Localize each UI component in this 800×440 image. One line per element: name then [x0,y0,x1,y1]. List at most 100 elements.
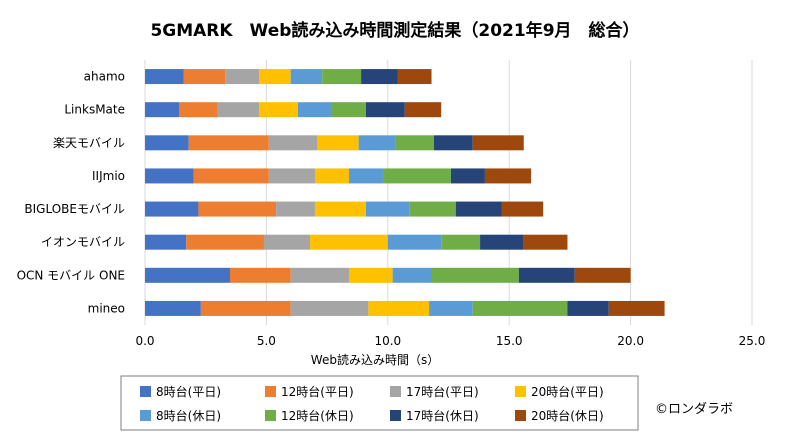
bar-segment [259,69,291,85]
legend-label: 8時台(休日) [156,408,221,423]
bar-segment [441,234,481,250]
bar-segment [145,102,179,118]
legend-swatch [140,410,151,421]
bar-segment [263,234,311,250]
gridlines [144,60,753,325]
bar-segment [395,135,434,151]
x-tick-label: 5.0 [257,334,276,348]
bar-segment [178,102,218,118]
x-tick-label: 25.0 [739,334,766,348]
x-tick-label: 10.0 [374,334,401,348]
bar-segment [268,168,315,184]
credit-text: ©ロンダラボ [655,402,733,417]
bar-segment [348,168,383,184]
bar-segment [145,168,194,184]
bar-segment [382,168,451,184]
bar-segment [297,102,332,118]
bar-segment [472,300,568,316]
bar-segment [322,69,362,85]
bar-segment [188,135,269,151]
category-label: イオンモバイル [41,235,125,249]
x-tick-label: 15.0 [496,334,523,348]
category-label: IIJmio [92,169,125,183]
bar-segment [198,201,277,217]
bar-segment [501,201,544,217]
bar-segment [200,300,291,316]
bar-segment [145,300,201,316]
category-label: 楽天モバイル [53,136,125,150]
x-axis-title: Web読み込み時間（s） [311,352,439,367]
legend-label: 8時台(平日) [156,384,221,399]
bar-segment [229,267,291,283]
bar-segment [183,69,226,85]
bars [145,69,665,316]
x-tick-labels: 0.0 5.0 10.0 15.0 20.0 25.0 [135,334,765,348]
bar-segment [290,69,323,85]
bar-segment [276,201,315,217]
bar-segment [268,135,318,151]
bar-segment [310,234,388,250]
bar-segment [365,201,410,217]
bar-segment [145,201,199,217]
legend-label: 17時台(平日) [406,384,479,399]
category-label: OCN モバイル ONE [17,268,125,282]
bar-segment [404,102,442,118]
bar-segment [290,267,349,283]
bar-segment [567,300,609,316]
bar-segment [429,300,473,316]
legend-label: 12時台(休日) [281,408,354,423]
bar-segment [409,201,456,217]
bar-segment [480,234,524,250]
legend-swatch [515,410,526,421]
bar-segment [450,168,485,184]
legend-label: 20時台(平日) [531,384,604,399]
bar-segment [365,102,405,118]
bar-segment [397,69,432,85]
chart-title: 5GMARK Web読み込み時間測定結果（2021年9月 総合） [150,20,639,41]
legend-box [120,375,639,431]
bar-segment [317,135,359,151]
category-label: LinksMate [64,103,125,117]
bar-segment [387,234,442,250]
bar-segment [523,234,568,250]
bar-segment [361,69,398,85]
bar-segment [290,300,369,316]
category-label: ahamo [84,70,125,84]
bar-segment [368,300,430,316]
bar-segment [433,135,473,151]
legend: 8時台(平日) 12時台(平日) 17時台(平日) 20時台(平日) 8時台(休日) 12… [140,384,604,423]
bar-segment [225,69,260,85]
legend-swatch [140,386,151,397]
x-tick-label: 0.0 [135,334,154,348]
bar-segment [314,201,366,217]
bar-segment [331,102,366,118]
legend-label: 17時台(休日) [406,408,479,423]
bar-segment [145,135,189,151]
legend-swatch [390,410,401,421]
bar-segment [186,234,264,250]
bar-segment [472,135,524,151]
bar-segment [574,267,631,283]
bar-segment [348,267,393,283]
bar-segment [145,69,184,85]
category-label: BIGLOBEモバイル [24,202,125,216]
bar-segment [392,267,432,283]
bar-segment [217,102,260,118]
bar-segment [145,267,230,283]
bar-segment [431,267,519,283]
bar-segment [145,234,187,250]
legend-swatch [515,386,526,397]
bar-segment [484,168,532,184]
legend-label: 20時台(休日) [531,408,604,423]
bar-segment [358,135,396,151]
legend-swatch [390,386,401,397]
bar-segment [455,201,502,217]
bar-segment [314,168,349,184]
category-label: mineo [88,301,125,315]
bar-segment [518,267,575,283]
legend-label: 12時台(平日) [281,384,354,399]
bar-segment [193,168,269,184]
bar-segment [608,300,665,316]
legend-swatch [265,410,276,421]
